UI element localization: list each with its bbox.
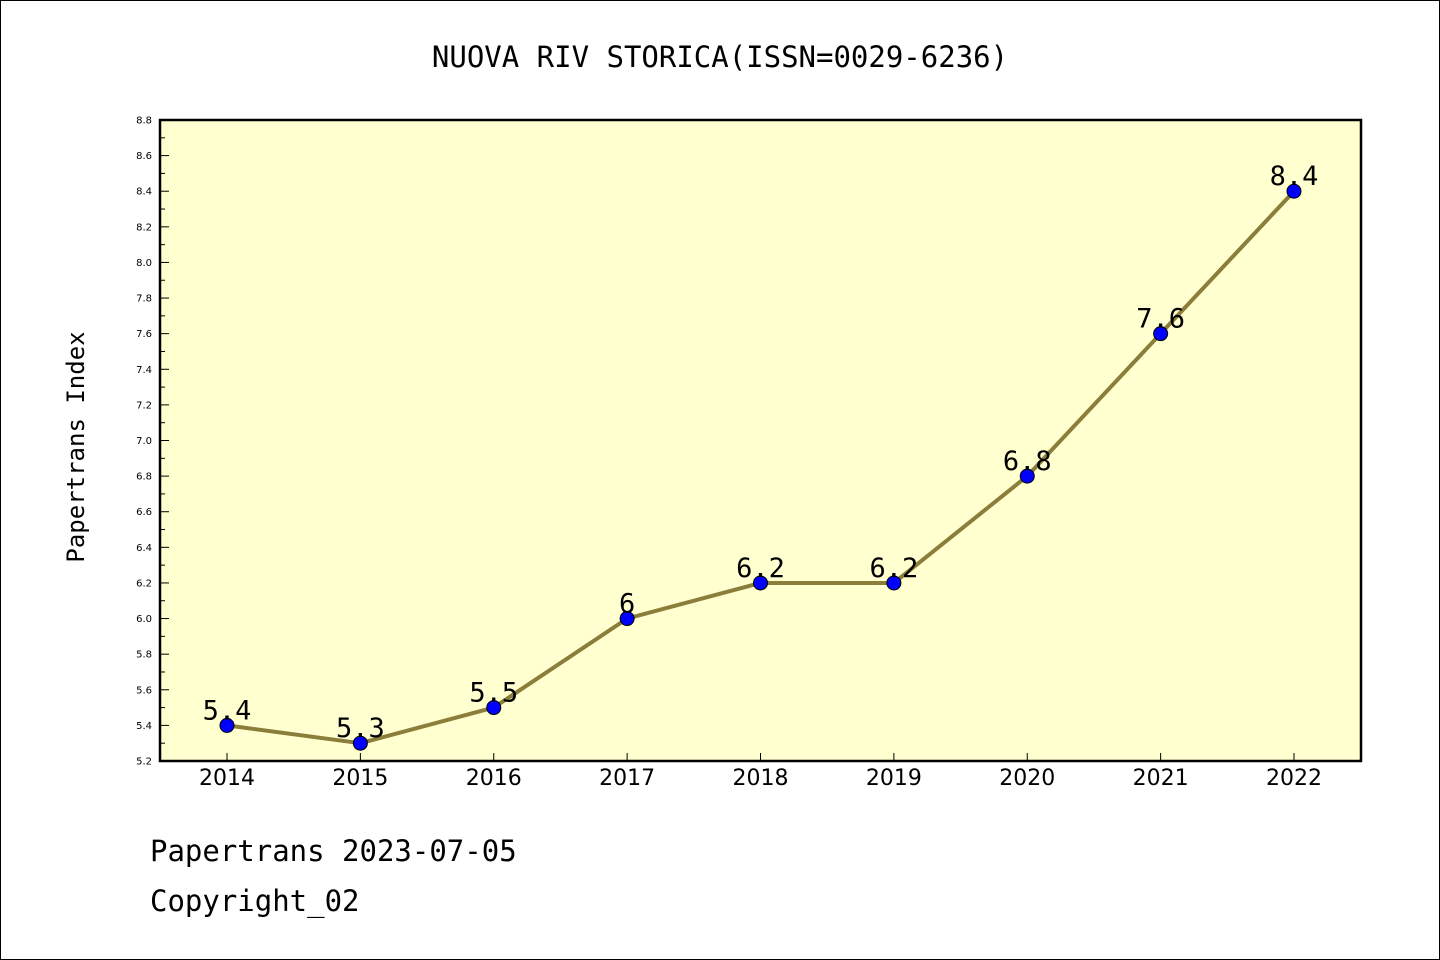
y-tick-label: 6.0: [136, 614, 152, 625]
x-tick-label: 2021: [1133, 766, 1189, 791]
plot-border: [158, 118, 1363, 763]
y-tick-label: 7.0: [136, 436, 152, 447]
y-tick-label: 8.4: [136, 187, 152, 198]
data-label: 5.4: [203, 695, 252, 726]
y-tick-label: 8.2: [136, 222, 152, 233]
footer-copyright-text: Copyright_02: [150, 884, 360, 918]
chart-title: NUOVA RIV STORICA(ISSN=0029-6236): [432, 40, 1008, 74]
data-label: 6.2: [736, 553, 785, 584]
y-axis-label: Papertrans Index: [62, 331, 90, 562]
y-tick-label: 5.4: [136, 721, 152, 732]
x-tick-label: 2016: [466, 766, 522, 791]
y-axis-ticks: 5.2 5.4 5.6 5.8 6.0 6.2 6.4 6.6 6.8 7.0 7.2 7.4 7.6 7…: [136, 116, 169, 768]
data-label: 7.6: [1136, 304, 1185, 335]
data-label: 5.5: [469, 678, 518, 709]
y-tick-label: 8.0: [136, 258, 152, 269]
x-tick-label: 2018: [733, 766, 789, 791]
plot-area: [160, 120, 1361, 761]
y-tick-label: 5.8: [136, 650, 152, 661]
y-tick-label: 5.2: [136, 757, 152, 768]
data-label: 8.4: [1270, 161, 1319, 192]
data-point: [1019, 468, 1035, 484]
data-point: [352, 735, 368, 751]
x-tick-label: 2015: [332, 766, 388, 791]
data-point: [619, 611, 635, 627]
data-point: [486, 700, 502, 716]
footer-date-text: Papertrans 2023-07-05: [150, 834, 517, 868]
data-markers: [219, 183, 1302, 751]
y-tick-label: 5.6: [136, 685, 152, 696]
data-label: 6.2: [869, 553, 918, 584]
y-tick-label: 8.8: [136, 116, 152, 127]
data-label: 6: [619, 589, 635, 620]
data-label: 6.8: [1003, 446, 1052, 477]
data-point: [886, 575, 902, 591]
x-tick-label: 2017: [599, 766, 655, 791]
x-tick-label: 2014: [199, 766, 255, 791]
data-point: [1286, 183, 1302, 199]
data-labels: 5.4 5.3 5.5 6 6.2 6.2 6.8 7.6 8.4: [203, 161, 1319, 744]
y-tick-label: 7.2: [136, 400, 152, 411]
y-tick-label: 7.8: [136, 294, 152, 305]
data-point: [1153, 326, 1169, 342]
data-label: 5.3: [336, 713, 385, 744]
y-tick-label: 6.4: [136, 543, 152, 554]
y-tick-label: 8.6: [136, 151, 152, 162]
y-tick-label: 7.4: [136, 365, 152, 376]
y-tick-label: 7.6: [136, 329, 152, 340]
x-axis-ticks: 2014 2015 2016 2017 2018 2019 2020 2021 2022: [199, 753, 1322, 791]
data-point: [753, 575, 768, 591]
data-point: [219, 717, 235, 733]
x-tick-label: 2020: [999, 766, 1055, 791]
y-tick-label: 6.2: [136, 578, 152, 589]
x-tick-label: 2022: [1266, 766, 1322, 791]
x-tick-label: 2019: [866, 766, 922, 791]
y-tick-label: 6.8: [136, 472, 152, 483]
y-tick-label: 6.6: [136, 507, 152, 518]
